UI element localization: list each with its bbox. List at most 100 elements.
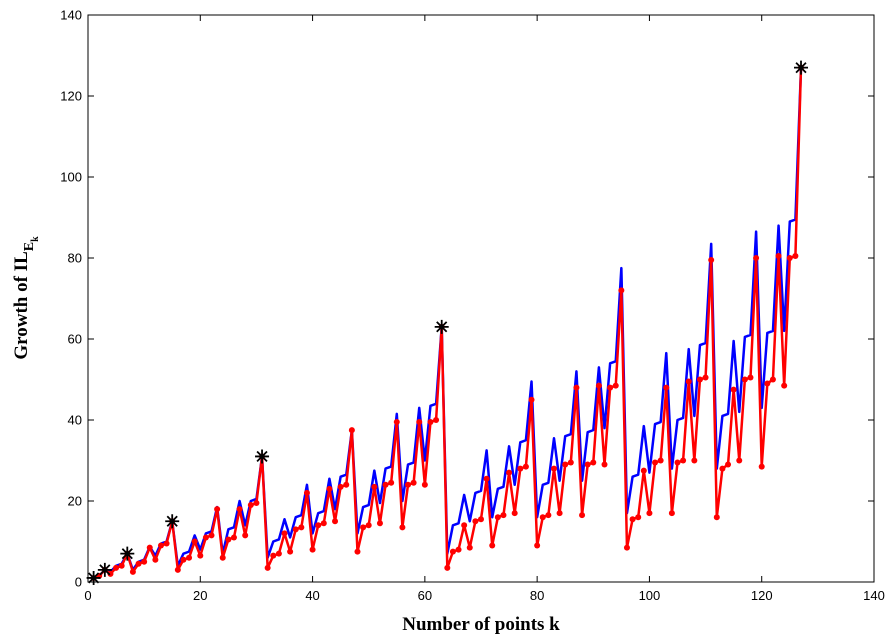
data-point [623,544,630,551]
data-point [545,512,552,519]
y-tick-label: 20 [68,494,82,509]
asterisk-marker [97,562,112,577]
data-point [590,459,597,466]
data-point [584,461,591,468]
y-tick-label: 80 [68,251,82,266]
data-point [399,524,406,531]
data-point [174,566,181,573]
data-point [360,524,367,531]
data-point [253,500,260,507]
y-tick-label: 140 [60,8,82,23]
data-point [792,252,799,259]
data-point [483,475,490,482]
y-tick-label: 120 [60,89,82,104]
series-3 [86,60,809,585]
data-point [461,522,468,529]
data-point [489,542,496,549]
data-point [214,506,221,513]
asterisk-marker [434,319,449,334]
data-point [719,465,726,472]
data-point [528,396,535,403]
data-point [141,558,148,565]
data-point [326,485,333,492]
data-point [657,457,664,464]
y-axis-label-sub1: E [22,242,37,251]
data-point [433,417,440,423]
data-point [427,419,434,426]
data-point [191,538,198,545]
data-point [579,512,586,519]
data-point [365,522,372,529]
data-point [320,520,327,527]
x-tick-label: 60 [418,588,432,603]
data-point [506,469,513,476]
data-point [410,479,417,486]
data-point [405,481,412,488]
data-point [225,536,232,543]
data-point [146,544,153,551]
data-point [287,548,294,555]
y-axis-ticks: 0 20 40 60 80 100 120 140 [60,8,874,590]
data-point [219,554,226,561]
data-point [769,376,776,383]
data-point [472,518,479,525]
data-point [511,510,518,517]
x-tick-label: 80 [530,588,544,603]
data-point [691,457,698,464]
data-point [163,540,170,547]
asterisk-marker [794,60,809,75]
data-point [281,530,288,537]
data-point [186,554,193,561]
y-tick-label: 100 [60,170,82,185]
data-point [298,524,305,531]
data-point [202,534,209,541]
data-point [652,459,659,466]
data-point [618,287,625,294]
data-point [416,419,423,426]
data-point [343,481,350,488]
data-point [197,552,204,559]
data-point [478,516,484,523]
data-point [758,463,765,470]
x-tick-label: 100 [639,588,661,603]
data-point [303,489,310,496]
data-point [534,542,541,549]
data-point [332,518,339,525]
data-point [337,483,344,490]
data-point [208,532,215,539]
data-point [309,546,316,553]
data-point [741,376,748,383]
y-axis-label: Growth of ILEk [11,236,41,360]
data-point [107,570,114,577]
x-tick-label: 40 [305,588,319,603]
data-point [236,506,243,513]
data-point [348,427,355,434]
asterisk-marker [86,570,101,585]
data-point [562,461,569,468]
data-point [607,384,614,391]
y-axis-label-main: Growth of IL [11,251,32,359]
data-point [494,514,501,521]
series-2 [90,64,805,581]
data-point [550,465,557,472]
data-point [135,560,142,567]
data-point [376,520,383,527]
data-point [556,510,563,517]
data-point [786,255,793,261]
data-point [601,461,608,468]
x-tick-label: 0 [84,588,91,603]
x-tick-label: 140 [863,588,885,603]
data-point [747,374,754,381]
data-point [270,552,277,559]
data-point [382,481,389,488]
data-point [702,374,709,381]
x-axis-label: Number of points k [402,614,560,635]
y-axis-label-sub2: k [30,236,41,242]
data-point [455,546,462,553]
y-tick-label: 60 [68,332,82,347]
data-point [113,564,120,571]
data-point [129,568,136,575]
asterisk-marker [255,449,270,464]
data-point [264,564,271,571]
data-point [421,481,428,488]
